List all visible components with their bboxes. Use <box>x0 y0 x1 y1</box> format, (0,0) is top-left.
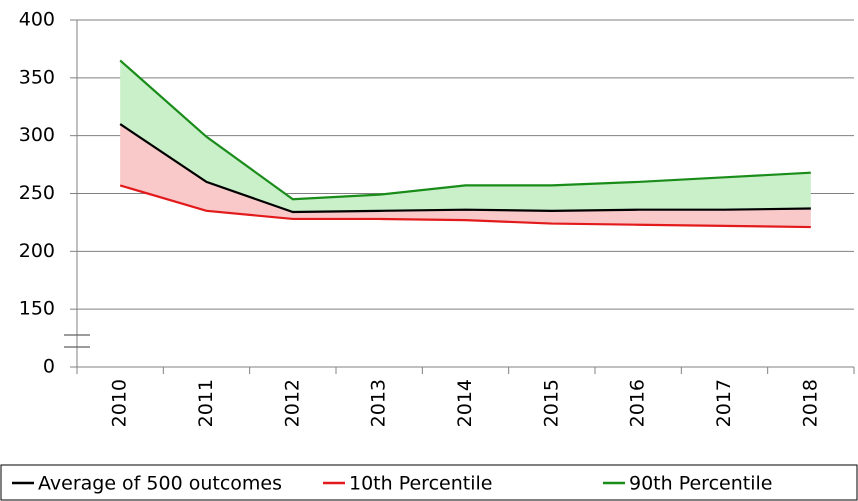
x-tick-label: 2012 <box>281 379 303 427</box>
x-tick-label: 2018 <box>799 379 821 427</box>
legend-label: 90th Percentile <box>629 473 772 495</box>
y-tick-label: 150 <box>19 298 55 320</box>
x-tick-label: 2010 <box>109 379 131 427</box>
band-fill <box>120 60 811 213</box>
band-fill <box>120 124 811 228</box>
legend-label: 10th Percentile <box>349 473 492 495</box>
y-tick-label: 350 <box>19 66 55 88</box>
y-tick-label: 200 <box>19 240 55 262</box>
series-line <box>119 123 811 214</box>
x-tick-label: 2015 <box>540 379 562 427</box>
y-tick-label: 0 <box>43 356 55 378</box>
x-tick-label: 2016 <box>627 379 649 427</box>
x-tick-label: 2011 <box>195 379 217 427</box>
x-tick-label: 2014 <box>454 379 476 427</box>
y-tick-label: 300 <box>19 124 55 146</box>
y-tick-label: 250 <box>19 182 55 204</box>
legend-label: Average of 500 outcomes <box>38 473 282 495</box>
series-line <box>119 59 811 201</box>
legend-box <box>0 464 858 501</box>
x-tick-label: 2013 <box>368 379 390 427</box>
y-tick-label: 400 <box>19 9 55 31</box>
series-line <box>119 184 811 229</box>
x-tick-label: 2017 <box>713 379 735 427</box>
